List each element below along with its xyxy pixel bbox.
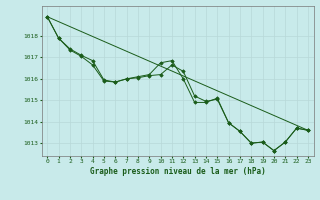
X-axis label: Graphe pression niveau de la mer (hPa): Graphe pression niveau de la mer (hPa) <box>90 167 266 176</box>
